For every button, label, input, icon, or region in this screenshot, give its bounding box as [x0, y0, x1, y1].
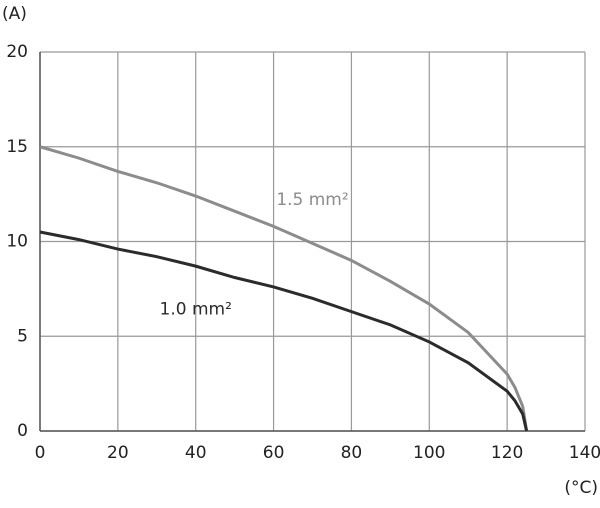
- y-tick-label: 5: [17, 326, 28, 346]
- x-tick-label: 100: [413, 443, 445, 463]
- x-tick-label: 0: [35, 443, 46, 463]
- x-tick-label: 20: [107, 443, 129, 463]
- x-tick-label: 80: [341, 443, 363, 463]
- y-tick-label: 20: [6, 42, 28, 62]
- series-label: 1.5 mm²: [276, 190, 348, 210]
- y-tick-label: 15: [6, 137, 28, 157]
- y-tick-label: 0: [17, 421, 28, 441]
- x-tick-label: 60: [263, 443, 285, 463]
- series-line: [39, 230, 529, 432]
- x-tick-label: 40: [185, 443, 207, 463]
- x-tick-label: 120: [491, 443, 523, 463]
- y-axis-label: (A): [2, 4, 27, 24]
- x-tick-label: 140: [569, 443, 600, 463]
- series-line: [39, 145, 529, 432]
- y-tick-label: 10: [6, 232, 28, 252]
- x-axis-label: (°C): [564, 478, 598, 498]
- series-label: 1.0 mm²: [160, 300, 232, 320]
